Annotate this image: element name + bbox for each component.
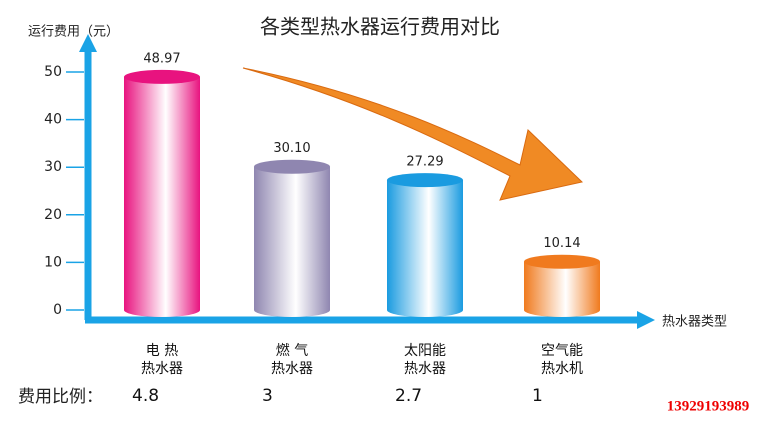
y-tick-label: 0 xyxy=(53,302,62,318)
bar-cap xyxy=(524,254,600,269)
x-axis-label: 热水器类型 xyxy=(662,315,727,330)
y-axis-arrow xyxy=(79,34,97,52)
bar xyxy=(124,76,200,317)
x-tick-label: 电 热 热水器 xyxy=(141,343,183,377)
bar xyxy=(387,180,463,317)
value-label: 48.97 xyxy=(143,51,180,66)
ratio-value: 3 xyxy=(262,386,273,406)
y-tick-label: 20 xyxy=(44,207,62,223)
x-tick-label: 空气能 热水机 xyxy=(541,343,583,377)
y-axis-label: 运行费用（元） xyxy=(28,25,119,40)
bar-cap xyxy=(254,159,330,174)
y-tick-label: 50 xyxy=(44,64,62,80)
bar xyxy=(524,261,600,317)
value-label: 10.14 xyxy=(543,236,580,251)
bar xyxy=(254,166,330,317)
y-tick-label: 30 xyxy=(44,159,62,175)
ratio-label: 费用比例： xyxy=(18,387,103,407)
x-axis-arrow xyxy=(637,311,655,329)
y-tick-label: 40 xyxy=(44,112,62,128)
ratio-value: 1 xyxy=(532,386,543,406)
y-tick-label: 10 xyxy=(44,254,62,270)
trend-arrow xyxy=(242,67,584,201)
x-tick-label: 燃 气 热水器 xyxy=(271,343,313,377)
chart-title: 各类型热水器运行费用对比 xyxy=(260,15,500,39)
x-tick-label: 太阳能 热水器 xyxy=(404,343,446,377)
ratio-value: 4.8 xyxy=(132,386,160,406)
contact: 13929193989 xyxy=(667,398,750,414)
value-label: 30.10 xyxy=(273,141,310,156)
bar-cap xyxy=(124,69,200,84)
ratio-value: 2.7 xyxy=(395,386,423,406)
bar-cap xyxy=(387,173,463,188)
value-label: 27.29 xyxy=(406,155,443,170)
